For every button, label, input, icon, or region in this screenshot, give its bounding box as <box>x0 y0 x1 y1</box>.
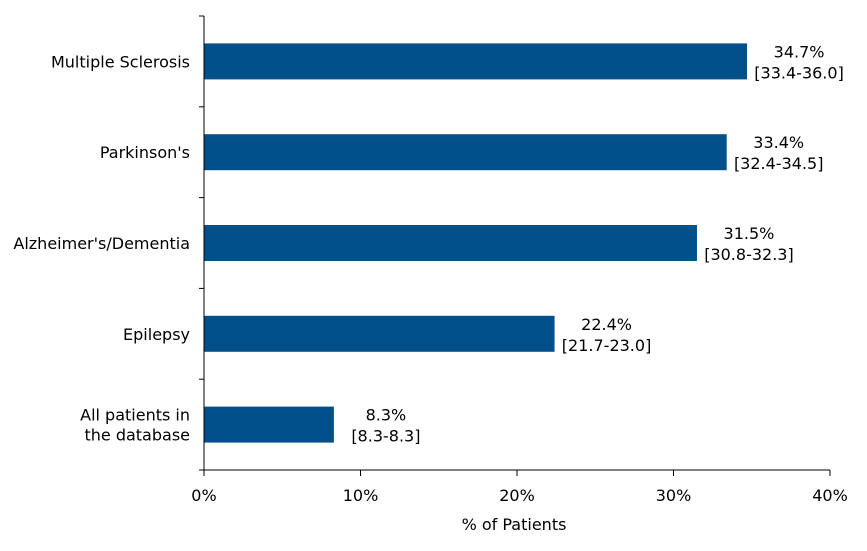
data-label-ci: [32.4-34.5] <box>734 154 824 173</box>
data-label-ci: [21.7-23.0] <box>562 336 652 355</box>
category-label: Multiple Sclerosis <box>51 52 190 71</box>
bar <box>204 225 697 261</box>
x-ticks-group: 0% 10% 20% 30% 40% <box>191 470 848 505</box>
data-label-ci: [8.3-8.3] <box>351 427 420 446</box>
data-label-value: 8.3% <box>366 406 407 425</box>
x-tick-label: 30% <box>656 486 692 505</box>
data-label-value: 33.4% <box>753 133 804 152</box>
category-label: Alzheimer's/Dementia <box>13 234 190 253</box>
data-label-ci: [33.4-36.0] <box>754 63 844 82</box>
x-tick-label: 20% <box>499 486 535 505</box>
x-axis-title: % of Patients <box>462 515 567 534</box>
bar <box>204 406 334 443</box>
bar <box>204 134 727 171</box>
category-label: Epilepsy <box>123 325 190 344</box>
category-label: All patients in <box>80 406 190 425</box>
x-tick-label: 40% <box>812 486 848 505</box>
category-labels-group: Multiple Sclerosis Parkinson's Alzheimer's… <box>13 52 190 444</box>
bars-group <box>204 43 748 443</box>
x-tick-label: 10% <box>343 486 379 505</box>
bar <box>204 315 555 352</box>
data-label-value: 22.4% <box>581 315 632 334</box>
category-label: Parkinson's <box>100 143 190 162</box>
data-label-value: 34.7% <box>774 42 825 61</box>
bar <box>204 43 748 80</box>
data-labels-group: 34.7% [33.4-36.0] 33.4% [32.4-34.5] 31.5% [30… <box>351 42 843 445</box>
category-label: the database <box>84 426 190 445</box>
x-tick-label: 0% <box>191 486 216 505</box>
data-label-value: 31.5% <box>724 224 775 243</box>
data-label-ci: [30.8-32.3] <box>704 245 794 264</box>
